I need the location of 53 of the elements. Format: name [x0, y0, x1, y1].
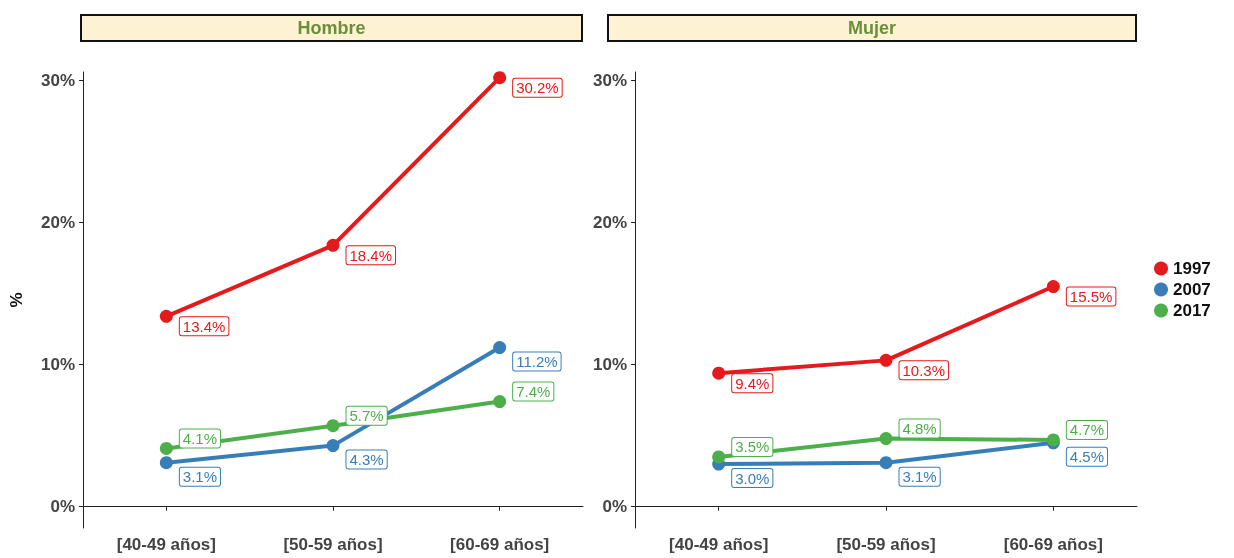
- y-tick-label: 10%: [592, 355, 628, 375]
- y-tick-label: 20%: [40, 213, 75, 233]
- y-tick-label: 10%: [40, 355, 75, 375]
- data-label: 4.5%: [1069, 448, 1105, 466]
- y-axis-title: %: [7, 292, 26, 308]
- data-label: 3.0%: [735, 469, 770, 487]
- x-tick-label: [60-69 años]: [1003, 535, 1103, 554]
- x-tick-label: [60-69 años]: [450, 535, 550, 554]
- data-label: 4.1%: [182, 429, 218, 447]
- data-label: 7.4%: [516, 383, 551, 401]
- data-label: 3.1%: [902, 468, 937, 486]
- point: [326, 439, 340, 453]
- data-label: 4.7%: [1069, 421, 1105, 439]
- x-tick-label: [50-59 años]: [836, 535, 936, 554]
- y-tick-label: 0%: [602, 497, 628, 517]
- data-label: 10.3%: [902, 361, 946, 379]
- chart-title: Mujer: [607, 14, 1137, 42]
- chart-title: Hombre: [80, 14, 583, 42]
- legend-label: 2017: [1173, 301, 1211, 320]
- x-tick-label: [40-49 años]: [116, 535, 216, 554]
- y-tick-label: 0%: [50, 497, 75, 517]
- data-label: 5.7%: [349, 407, 384, 425]
- y-tick-label: 30%: [592, 71, 628, 91]
- data-label: 15.5%: [1069, 288, 1113, 305]
- data-label: 11.2%: [516, 353, 558, 371]
- data-label: 13.4%: [182, 317, 226, 335]
- point: [879, 456, 893, 470]
- point: [493, 395, 507, 409]
- point: [712, 450, 726, 464]
- point: [159, 441, 173, 455]
- y-tick-label: 30%: [40, 71, 75, 91]
- data-label: 30.2%: [516, 79, 559, 97]
- x-tick-label: [50-59 años]: [283, 535, 383, 554]
- point: [493, 71, 507, 85]
- legend-label: 2007: [1173, 280, 1211, 299]
- legend-label: 1997: [1173, 259, 1211, 278]
- point: [326, 419, 340, 433]
- data-label: 4.8%: [902, 420, 937, 437]
- point: [879, 353, 893, 367]
- data-label: 3.1%: [182, 468, 218, 486]
- y-tick-label: 20%: [592, 213, 628, 233]
- point: [159, 456, 173, 470]
- x-tick-label: [40-49 años]: [669, 535, 769, 554]
- point: [159, 309, 173, 323]
- data-label: 9.4%: [735, 374, 770, 392]
- point: [879, 432, 893, 445]
- data-label: 18.4%: [349, 246, 393, 264]
- point: [1046, 280, 1060, 293]
- data-label: 3.5%: [735, 438, 770, 456]
- point: [493, 341, 507, 355]
- data-label: 4.3%: [349, 451, 384, 469]
- point: [712, 366, 726, 380]
- point: [326, 238, 340, 252]
